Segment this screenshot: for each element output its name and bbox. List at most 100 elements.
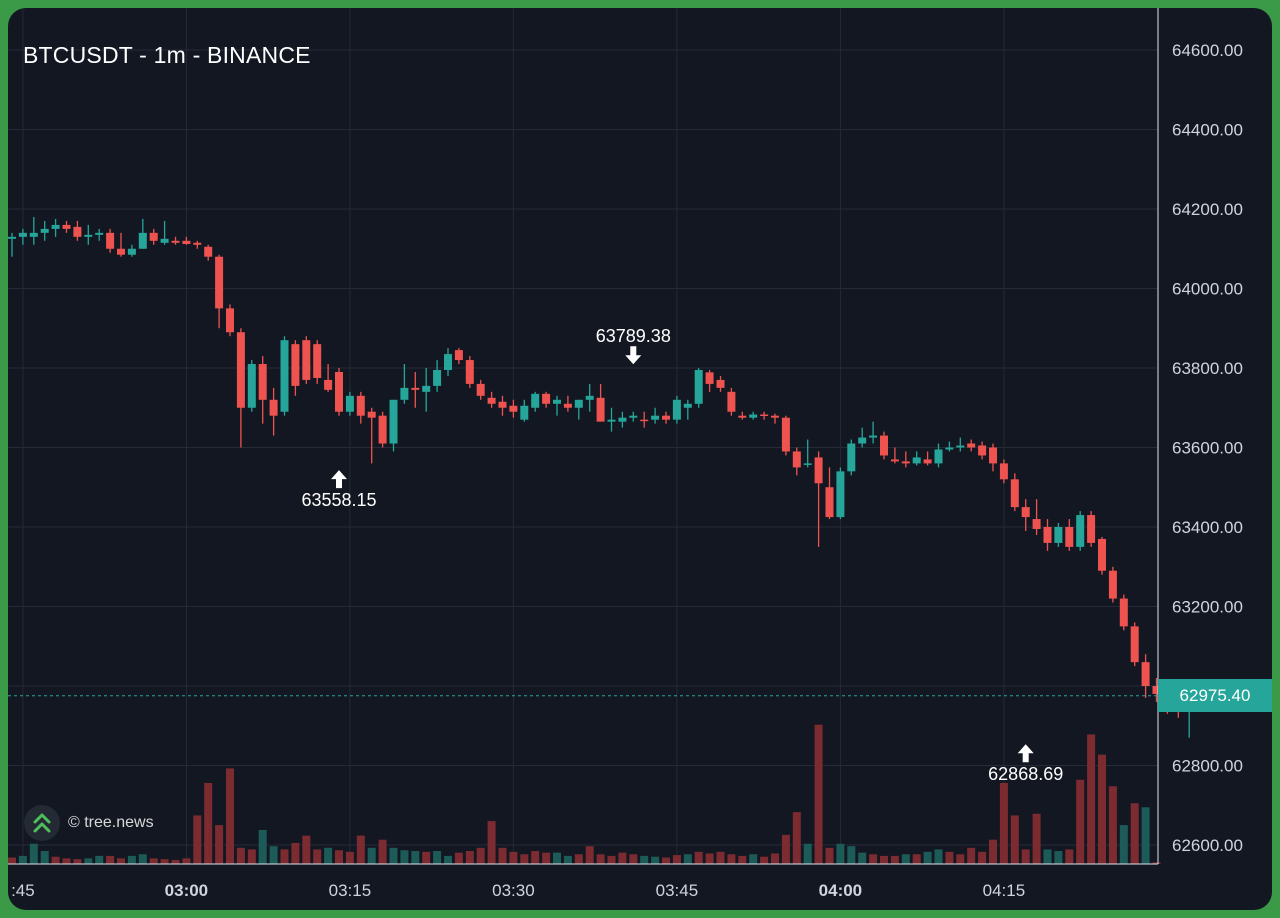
volume-bar	[356, 835, 365, 864]
volume-bar	[378, 839, 387, 864]
candle-body	[792, 451, 801, 468]
volume-bar	[127, 855, 136, 864]
grid-lines	[8, 8, 1158, 864]
candle-body	[73, 226, 82, 237]
volume-bar	[901, 854, 910, 864]
candle-body	[117, 248, 125, 255]
volume-bar	[193, 815, 202, 864]
candle-body	[51, 224, 60, 229]
volume-bar	[858, 852, 867, 864]
volume-bar	[574, 854, 583, 864]
candle-body	[1108, 570, 1117, 599]
volume-bar	[716, 851, 725, 864]
volume-bar	[422, 851, 431, 864]
volume-bar	[1032, 813, 1041, 864]
volume-bar	[226, 768, 234, 864]
candle-body	[1130, 626, 1139, 663]
candle-body	[738, 415, 747, 418]
volume-bar	[302, 835, 311, 864]
axes: 64600.00 64400.00 64200.00 64000.00 63800.00…	[8, 8, 1243, 900]
annotation-up-arrow: 63558.15	[301, 470, 377, 510]
volume-bar	[258, 829, 267, 864]
tree-news-logo-icon	[24, 805, 60, 841]
volume-bar	[999, 783, 1008, 864]
annotation-label: 63789.38	[596, 326, 671, 346]
volume-bar	[454, 852, 463, 864]
volume-bar	[160, 859, 169, 864]
volume-bar	[29, 843, 38, 864]
candle-body	[967, 443, 976, 448]
chart-frame: 63558.15 63789.38 62868.69 64600.00 64400.0…	[8, 8, 1272, 910]
candle-body	[1043, 527, 1052, 543]
y-tick-label: 64400.00	[1172, 121, 1243, 140]
candle-body	[607, 419, 616, 422]
volume-bar	[945, 851, 954, 864]
volume-bar	[738, 855, 747, 864]
volume-bar	[411, 851, 420, 864]
volume-bar	[247, 849, 256, 864]
candle-body	[1119, 598, 1128, 627]
candle-body	[825, 487, 834, 518]
candle-body	[171, 240, 180, 243]
candle-body	[934, 449, 943, 464]
price-annotations: 63558.15 63789.38 62868.69	[301, 326, 1063, 784]
candlestick-chart[interactable]: 63558.15 63789.38 62868.69 64600.00 64400.0…	[8, 8, 1272, 910]
volume-bar	[683, 854, 692, 864]
candle-body	[95, 232, 104, 235]
candle-body	[574, 399, 583, 408]
candle-body	[313, 344, 322, 378]
candle-body	[531, 393, 540, 408]
x-tick-label: :45	[11, 881, 35, 900]
volume-bar	[487, 821, 496, 864]
candle-body	[509, 405, 518, 412]
volume-bar	[73, 859, 82, 864]
volume-bar	[389, 847, 398, 864]
volume-bar	[313, 849, 322, 864]
chart-title: BTCUSDT - 1m - BINANCE	[23, 42, 311, 68]
volume-bar	[182, 858, 191, 864]
candle-body	[160, 238, 169, 243]
volume-bar	[596, 854, 605, 864]
volume-bar	[62, 858, 71, 864]
volume-bar	[1141, 807, 1150, 864]
volume-bar	[1130, 803, 1139, 864]
candle-body	[62, 224, 71, 229]
volume-bar	[465, 851, 474, 864]
candle-body	[302, 340, 311, 380]
y-tick-label: 64000.00	[1172, 280, 1243, 299]
candle-body	[771, 415, 779, 418]
volume-bar	[705, 853, 714, 864]
volume-bar	[781, 834, 790, 864]
volume-bar	[923, 851, 932, 864]
arrow-up-icon	[331, 470, 347, 489]
candle-body	[803, 463, 812, 465]
volume-bar	[367, 847, 376, 864]
candle-body	[901, 461, 910, 464]
volume-bar	[335, 850, 343, 864]
candle-body	[727, 391, 736, 412]
candle-body	[629, 415, 638, 418]
candle-body	[106, 232, 115, 249]
candle-body	[1087, 515, 1096, 543]
candle-body	[258, 364, 267, 400]
volume-bar	[672, 855, 681, 864]
y-tick-label: 64600.00	[1172, 41, 1243, 60]
y-tick-label: 63200.00	[1172, 598, 1243, 617]
candle-body	[1054, 527, 1063, 543]
volume-bar	[269, 846, 278, 864]
candle-body	[781, 417, 790, 452]
candle-body	[367, 411, 376, 418]
volume-bar	[51, 856, 60, 864]
volume-bar	[215, 825, 224, 864]
candle-body	[138, 232, 147, 249]
candle-body	[1076, 515, 1085, 547]
last-price-label: 62975.40	[1158, 679, 1272, 712]
annotation-up-arrow: 62868.69	[988, 744, 1063, 784]
volume-bar	[1010, 815, 1019, 864]
volume-bar	[171, 859, 180, 864]
candle-body	[640, 419, 649, 422]
candle-body	[956, 445, 965, 448]
x-tick-label: 03:15	[329, 881, 372, 900]
volume-bar	[84, 858, 93, 864]
volume-bar	[607, 855, 616, 864]
